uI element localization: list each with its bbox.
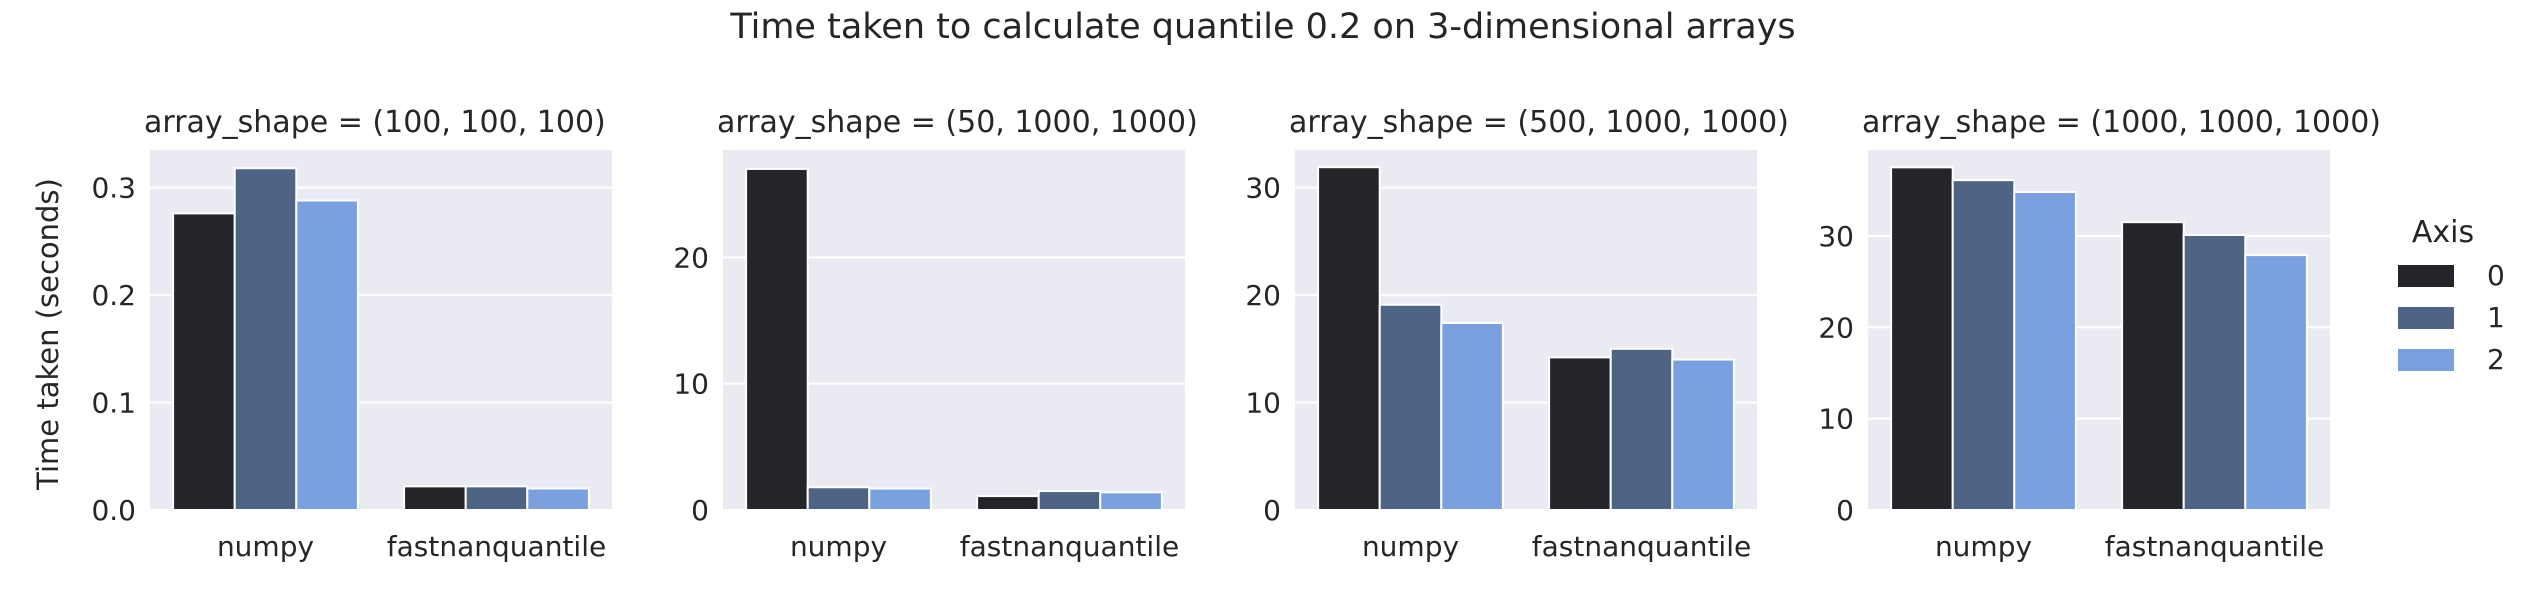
bar-fastnanquantile-axis-2: [526, 487, 590, 512]
bar-numpy-axis-1: [1378, 303, 1443, 512]
y-tick-label: 0.2: [91, 279, 136, 312]
bar-numpy-axis-2: [2013, 191, 2077, 511]
y-tick-label: 20: [1818, 311, 1854, 344]
bar-fastnanquantile-axis-0: [2121, 221, 2185, 511]
y-tick-label: 0: [691, 494, 709, 527]
legend-swatch: [2398, 265, 2454, 287]
y-tick-label: 30: [1818, 220, 1854, 253]
subplot-title: array_shape = (100, 100, 100): [144, 105, 606, 140]
legend-item-1: 1: [2398, 301, 2505, 334]
legend-swatch: [2398, 349, 2454, 371]
legend-swatch: [2398, 307, 2454, 329]
legend-label: 1: [2487, 301, 2505, 334]
bar-numpy-axis-0: [745, 167, 809, 512]
subplot-2: 0 10 20 30 numpy fastnanquantile array_shape =…: [1245, 105, 1789, 563]
legend-label: 0: [2487, 259, 2505, 292]
legend-label: 2: [2487, 343, 2505, 376]
bar-fastnanquantile-axis-0: [1548, 356, 1612, 511]
legend-item-2: 2: [2398, 343, 2505, 376]
y-tick-label: 20: [673, 241, 709, 274]
subplot-3: 0 10 20 30 numpy fastnanquantile array_shape =…: [1818, 105, 2381, 563]
bar-fastnanquantile-axis-2: [1099, 491, 1163, 512]
y-axis-label: Time taken (seconds): [31, 178, 65, 491]
panels: 0.0 0.1 0.2 0.3 numpy fastnanquantile array_sh…: [91, 105, 2381, 563]
y-tick-label: 10: [1245, 387, 1281, 420]
bar-numpy-axis-1: [233, 167, 298, 512]
bar-fastnanquantile-axis-0: [403, 485, 467, 512]
bar-fastnanquantile-axis-1: [2182, 233, 2247, 512]
x-tick-label: numpy: [790, 530, 887, 563]
subplot-title: array_shape = (1000, 1000, 1000): [1862, 105, 2381, 140]
bar-numpy-axis-2: [1440, 322, 1504, 511]
bar-numpy-axis-0: [172, 212, 236, 511]
x-tick-label: numpy: [217, 530, 314, 563]
x-tick-label: fastnanquantile: [2105, 530, 2324, 563]
legend: Axis 0 1 2: [2398, 215, 2505, 376]
bar-fastnanquantile-axis-2: [2244, 254, 2308, 511]
x-tick-label: numpy: [1362, 530, 1459, 563]
x-tick-label: fastnanquantile: [960, 530, 1179, 563]
x-tick-label: numpy: [1935, 530, 2032, 563]
bar-numpy-axis-1: [1951, 179, 2016, 511]
bar-fastnanquantile-axis-1: [1609, 347, 1674, 511]
y-tick-label: 0.3: [91, 172, 136, 205]
bar-numpy-axis-2: [868, 487, 932, 511]
x-tick-label: fastnanquantile: [1532, 530, 1751, 563]
bar-numpy-axis-0: [1890, 166, 1954, 511]
bar-numpy-axis-1: [806, 486, 871, 511]
subplot-title: array_shape = (500, 1000, 1000): [1289, 105, 1789, 140]
bar-numpy-axis-0: [1317, 166, 1381, 511]
bar-fastnanquantile-axis-1: [1037, 490, 1102, 512]
y-tick-label: 0.0: [91, 494, 136, 527]
y-tick-label: 20: [1245, 279, 1281, 312]
x-tick-label: fastnanquantile: [387, 530, 606, 563]
y-tick-label: 10: [1818, 403, 1854, 436]
y-tick-label: 10: [673, 368, 709, 401]
bar-fastnanquantile-axis-0: [976, 495, 1040, 511]
subplot-0: 0.0 0.1 0.2 0.3 numpy fastnanquantile array_sh…: [91, 105, 612, 563]
bar-numpy-axis-2: [295, 199, 359, 511]
y-tick-label: 0: [1263, 494, 1281, 527]
figure-title: Time taken to calculate quantile 0.2 on …: [729, 7, 1795, 47]
bar-fastnanquantile-axis-1: [464, 485, 529, 512]
y-tick-label: 0.1: [91, 387, 136, 420]
y-tick-label: 30: [1245, 172, 1281, 205]
y-tick-label: 0: [1836, 494, 1854, 527]
bar-fastnanquantile-axis-2: [1671, 358, 1735, 511]
subplot-1: 0 10 20 numpy fastnanquantile array_shape = (…: [673, 105, 1197, 563]
subplot-title: array_shape = (50, 1000, 1000): [717, 105, 1198, 140]
legend-title: Axis: [2412, 215, 2474, 250]
legend-item-0: 0: [2398, 259, 2505, 292]
